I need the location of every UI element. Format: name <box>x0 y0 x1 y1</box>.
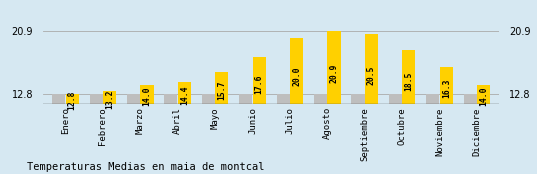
Bar <box>90 94 103 104</box>
Bar <box>202 94 215 104</box>
Bar <box>463 94 477 104</box>
Text: 15.7: 15.7 <box>217 81 226 100</box>
Bar <box>426 94 439 104</box>
Bar <box>127 94 140 104</box>
Bar <box>215 72 228 104</box>
Text: 14.0: 14.0 <box>479 86 488 106</box>
Bar <box>389 94 402 104</box>
Text: 18.5: 18.5 <box>404 72 413 91</box>
Bar <box>164 94 177 104</box>
Text: 13.2: 13.2 <box>105 89 114 109</box>
Text: 17.6: 17.6 <box>255 75 264 94</box>
Text: 20.0: 20.0 <box>292 67 301 86</box>
Bar <box>290 38 303 104</box>
Text: 14.0: 14.0 <box>142 86 151 106</box>
Bar <box>365 34 378 104</box>
Bar <box>253 57 266 104</box>
Bar <box>328 31 340 104</box>
Bar <box>351 94 365 104</box>
Bar <box>440 67 453 104</box>
Text: 12.8: 12.8 <box>68 90 77 110</box>
Text: 16.3: 16.3 <box>442 79 451 98</box>
Bar <box>178 82 191 104</box>
Text: 14.4: 14.4 <box>180 85 189 105</box>
Bar <box>314 94 327 104</box>
Bar <box>140 85 154 104</box>
Text: 20.5: 20.5 <box>367 65 376 85</box>
Bar <box>103 91 116 104</box>
Text: 20.9: 20.9 <box>330 64 338 83</box>
Text: Temperaturas Medias en maia de montcal: Temperaturas Medias en maia de montcal <box>27 162 264 172</box>
Bar <box>239 94 252 104</box>
Bar <box>402 50 416 104</box>
Bar <box>52 94 65 104</box>
Bar <box>277 94 289 104</box>
Bar <box>66 94 79 104</box>
Bar <box>477 85 490 104</box>
